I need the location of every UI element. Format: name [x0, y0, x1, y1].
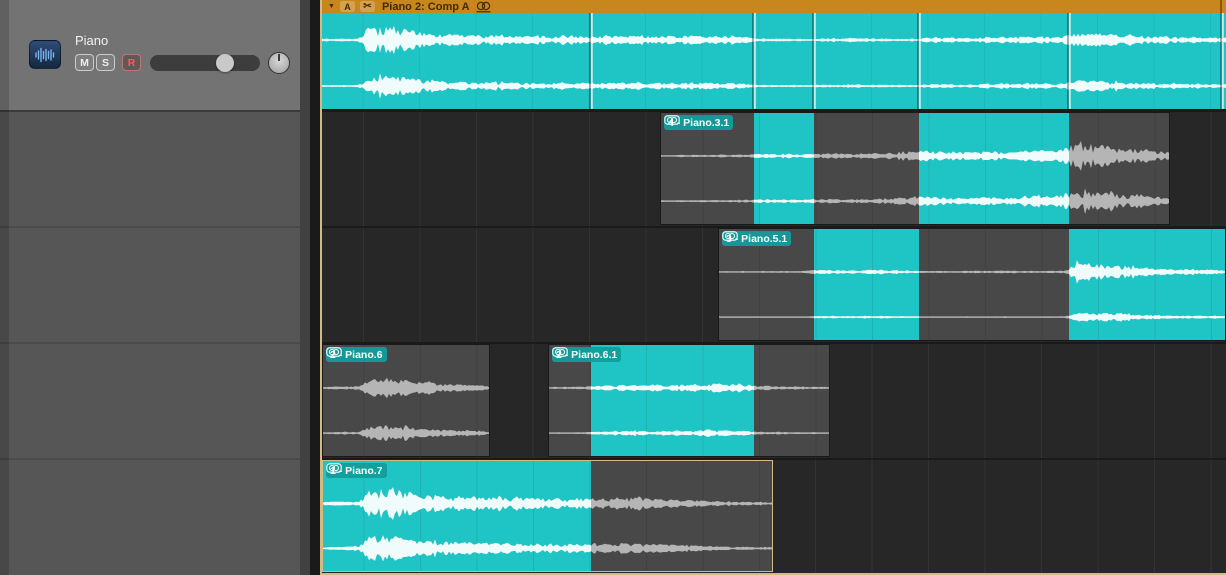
- take-label-chip[interactable]: 3 - Piano.5.1: [722, 231, 792, 246]
- mute-button[interactable]: M: [75, 54, 94, 71]
- panel-divider: [0, 110, 310, 112]
- folder-right-edge: [1220, 0, 1222, 13]
- take-folder-header[interactable]: ▼ A ✂ Piano 2: Comp A: [322, 0, 1226, 13]
- lane-divider: [0, 226, 310, 228]
- take-folder-icon[interactable]: [475, 1, 493, 13]
- comp-letter-button[interactable]: A: [339, 1, 355, 12]
- takes-badge-icon: [664, 115, 680, 125]
- take-label: 1 - Piano.7: [330, 464, 383, 477]
- take-region[interactable]: 3 - Piano.5.1: [718, 228, 1226, 341]
- pan-knob[interactable]: [268, 52, 290, 74]
- lane-divider: [0, 458, 310, 460]
- audio-waveform-icon: [29, 40, 61, 69]
- volume-slider-knob[interactable]: [216, 54, 234, 72]
- volume-slider[interactable]: [150, 54, 260, 72]
- record-enable-button[interactable]: R: [122, 54, 141, 71]
- track-header-panel: Piano M S R: [0, 0, 310, 575]
- lane-divider: [0, 342, 310, 344]
- take-label: 4 - Piano.3.1: [668, 116, 730, 129]
- take-region[interactable]: 4 - Piano.3.1: [660, 112, 1170, 225]
- takes-badge-icon: [722, 231, 738, 241]
- comp-region[interactable]: [322, 13, 1226, 110]
- takes-badge-icon: [552, 347, 568, 357]
- folder-selection-border-bottom: [322, 573, 1226, 575]
- take-label: 2 - Piano.6.1: [556, 348, 618, 361]
- take-label-chip[interactable]: 2 - Piano.6.1: [552, 347, 622, 362]
- take-label: 3 - Piano.5.1: [726, 232, 788, 245]
- take-region[interactable]: 2 - Piano.6: [322, 344, 490, 457]
- panel-right-strip: [300, 0, 310, 575]
- track-header-row[interactable]: Piano M S R: [0, 0, 310, 110]
- take-label-chip[interactable]: 1 - Piano.7: [326, 463, 387, 478]
- takes-badge-icon: [326, 347, 342, 357]
- take-label: 2 - Piano.6: [330, 348, 383, 361]
- comp-title: Piano 2: Comp A: [381, 0, 470, 13]
- folder-selection-border-left: [320, 0, 322, 575]
- scissors-icon[interactable]: ✂: [359, 1, 375, 12]
- take-label-chip[interactable]: 4 - Piano.3.1: [664, 115, 734, 130]
- solo-button[interactable]: S: [96, 54, 115, 71]
- take-region[interactable]: 1 - Piano.7: [322, 460, 773, 572]
- take-region[interactable]: 2 - Piano.6.1: [548, 344, 830, 457]
- disclosure-triangle-icon[interactable]: ▼: [328, 3, 335, 10]
- take-label-chip[interactable]: 2 - Piano.6: [326, 347, 387, 362]
- panel-left-strip: [0, 0, 9, 575]
- track-name[interactable]: Piano: [75, 33, 109, 48]
- takes-badge-icon: [326, 463, 342, 473]
